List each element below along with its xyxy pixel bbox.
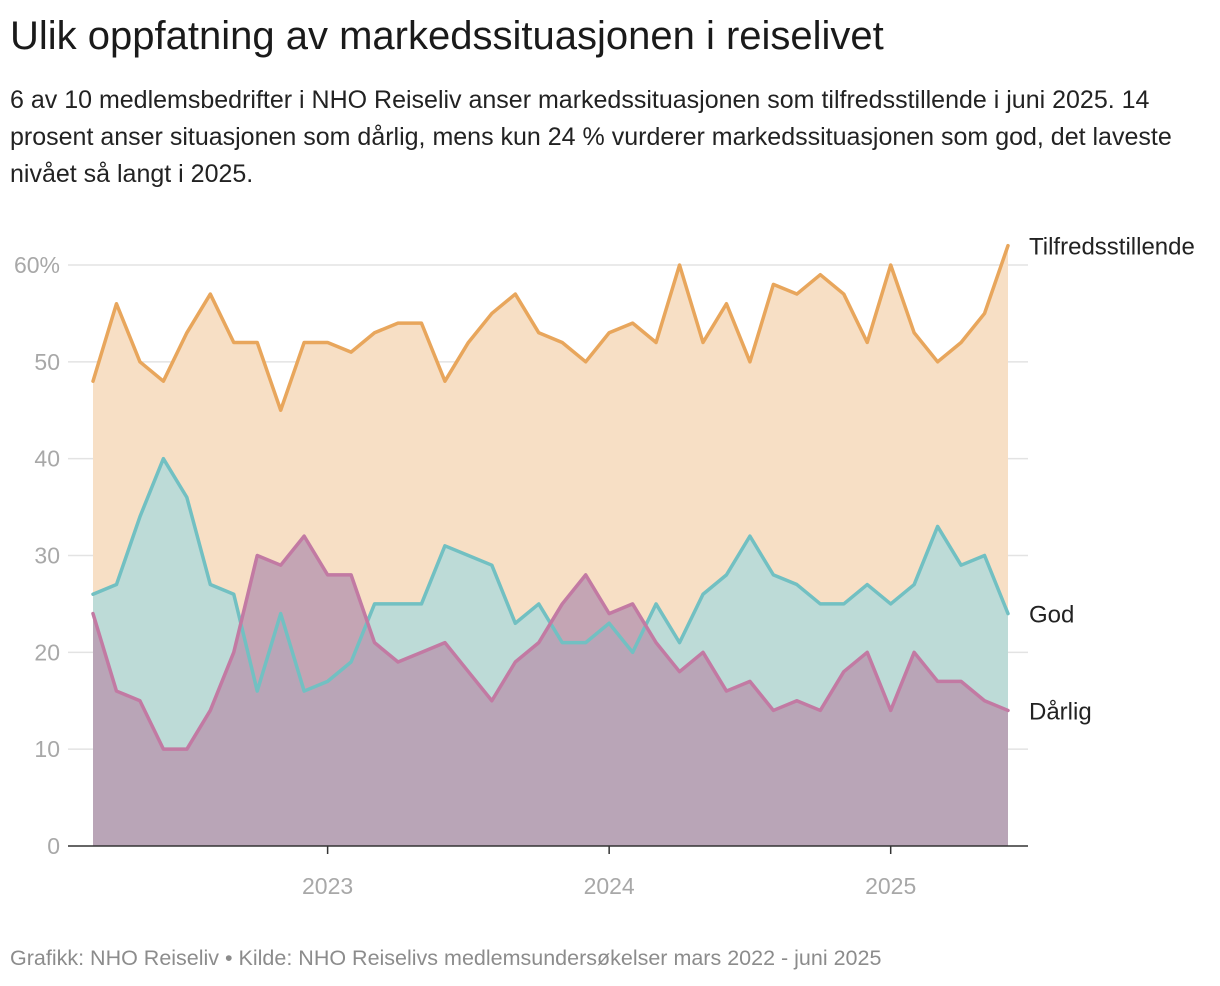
- x-tick-label: 2025: [865, 873, 916, 899]
- y-tick-label: 10: [34, 736, 60, 762]
- area-dårlig: [93, 536, 1008, 846]
- area-fills: [93, 245, 1008, 847]
- y-tick-label: 20: [34, 639, 60, 665]
- series-label-dårlig: Dårlig: [1029, 698, 1092, 725]
- series-labels: Tilfredsstillende God Dårlig: [1029, 234, 1195, 726]
- chart-title: Ulik oppfatning av markedssituasjonen i …: [10, 14, 884, 58]
- series-label-god: God: [1029, 602, 1074, 629]
- x-tick-label: 2024: [584, 873, 635, 899]
- chart-subtitle: 6 av 10 medlemsbedrifter i NHO Reiseliv …: [10, 86, 1172, 188]
- line-tilfredsstillende: [91, 243, 1010, 412]
- x-tick-label: 2023: [302, 873, 353, 899]
- series-lines: [91, 243, 1010, 751]
- source-note: Grafikk: NHO Reiseliv • Kilde: NHO Reise…: [10, 946, 882, 970]
- y-tick-label: 40: [34, 446, 60, 472]
- y-tick-label: 0: [47, 833, 60, 859]
- series-label-tilfredsstillende: Tilfredsstillende: [1029, 234, 1195, 261]
- y-tick-label: 50: [34, 349, 60, 375]
- line-dårlig: [91, 534, 1010, 751]
- axes: 2023 2024 2025: [68, 845, 1028, 899]
- y-tick-label: 60%: [14, 252, 60, 278]
- y-tick-label: 30: [34, 543, 60, 569]
